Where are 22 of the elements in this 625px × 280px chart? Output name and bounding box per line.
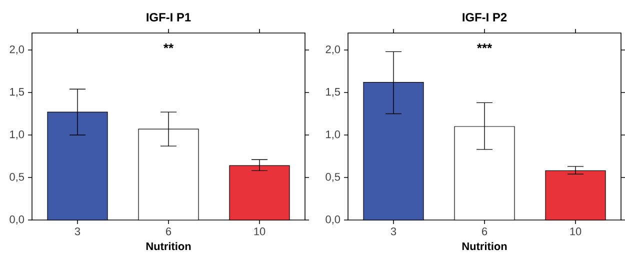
y-tick-label: 0,5: [326, 172, 340, 182]
x-tick-label: 10: [254, 228, 266, 236]
y-tick-label: 1,0: [326, 130, 340, 140]
x-tick-label: 3: [74, 228, 80, 236]
y-tick-label: 2,0: [326, 45, 340, 55]
x-tick-label: 6: [482, 228, 488, 236]
y-tick-label: 0,0: [10, 215, 24, 225]
annotation: ***: [476, 44, 492, 48]
x-tick-label: 6: [166, 228, 172, 236]
chart-title: IGF-I P2: [462, 13, 507, 22]
chart-title: IGF-I P1: [146, 13, 191, 22]
x-axis-title: Nutrition: [146, 242, 191, 250]
x-tick-label: 3: [390, 228, 396, 236]
annotation: **: [163, 44, 174, 48]
x-axis-title: Nutrition: [462, 242, 507, 250]
y-tick-label: 2,0: [10, 45, 24, 55]
y-tick-label: 1,5: [10, 88, 24, 97]
y-tick-label: 0,0: [326, 215, 340, 225]
y-tick-label: 1,0: [10, 130, 24, 140]
y-tick-label: 1,5: [326, 88, 340, 97]
x-tick-label: 10: [570, 228, 582, 236]
y-tick-label: 0,5: [10, 172, 24, 182]
